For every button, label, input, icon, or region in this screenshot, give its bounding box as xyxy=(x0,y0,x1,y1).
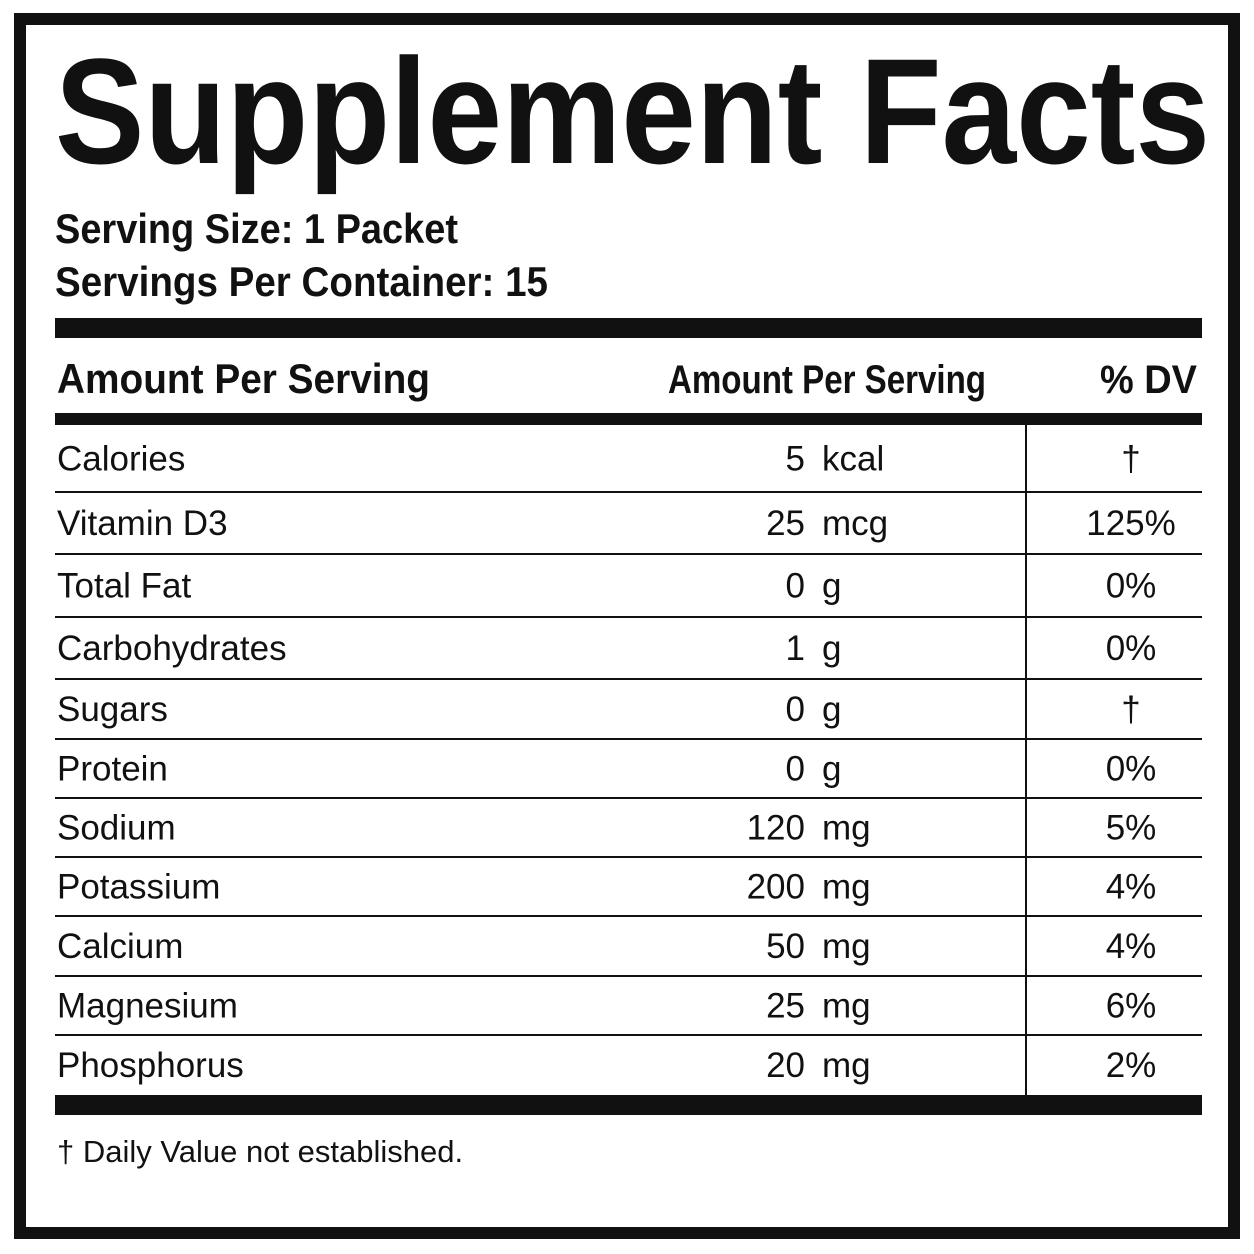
column-header: Amount Per Serving xyxy=(668,358,986,402)
amount: 50 xyxy=(766,927,805,966)
daily-value: 0% xyxy=(1106,750,1157,789)
label-border xyxy=(14,13,1240,1239)
amount: 0 xyxy=(786,690,805,729)
daily-value: 5% xyxy=(1106,809,1157,848)
nutrient-name: Calories xyxy=(57,440,185,479)
unit: mg xyxy=(822,809,871,848)
amount: 1 xyxy=(786,629,805,668)
unit: mg xyxy=(822,1046,871,1085)
unit: g xyxy=(822,750,841,789)
thick-rule xyxy=(55,318,1202,338)
nutrient-name: Sodium xyxy=(57,809,176,848)
bottom-rule xyxy=(55,1095,1202,1115)
nutrient-name: Total Fat xyxy=(57,567,191,606)
amount: 20 xyxy=(766,1046,805,1085)
amount: 25 xyxy=(766,987,805,1026)
table-rows: Calories 5 kcal † Vitamin D3 25 mcg 125% Total F… xyxy=(55,440,1202,1085)
daily-value: 4% xyxy=(1106,927,1157,966)
nutrient-name: Sugars xyxy=(57,690,168,729)
nutrient-name: Phosphorus xyxy=(57,1046,244,1085)
serving-size: Serving Size: 1 Packet xyxy=(55,205,458,252)
unit: mg xyxy=(822,868,871,907)
amount: 5 xyxy=(786,440,805,479)
daily-value: 125% xyxy=(1086,504,1176,543)
footnote: † Daily Value not established. xyxy=(57,1134,463,1169)
nutrient-name: Vitamin D3 xyxy=(57,504,228,543)
nutrient-name: Potassium xyxy=(57,868,220,907)
column-header: % DV xyxy=(1100,358,1197,402)
unit: mcg xyxy=(822,504,888,543)
daily-value: 2% xyxy=(1106,1046,1157,1085)
column-header: Amount Per Serving xyxy=(57,355,430,402)
daily-value: 6% xyxy=(1106,987,1157,1026)
unit: kcal xyxy=(822,440,884,479)
unit: mg xyxy=(822,927,871,966)
unit: g xyxy=(822,567,841,606)
header-rule xyxy=(55,413,1202,425)
nutrient-name: Magnesium xyxy=(57,987,238,1026)
nutrient-name: Carbohydrates xyxy=(57,629,287,668)
unit: mg xyxy=(822,987,871,1026)
unit: g xyxy=(822,629,841,668)
amount: 200 xyxy=(747,868,805,907)
unit: g xyxy=(822,690,841,729)
nutrient-name: Protein xyxy=(57,750,168,789)
daily-value: † xyxy=(1121,690,1140,729)
title: Supplement Facts xyxy=(55,27,1210,195)
servings-per-container: Servings Per Container: 15 xyxy=(55,258,548,305)
nutrient-name: Calcium xyxy=(57,927,183,966)
amount: 0 xyxy=(786,567,805,606)
amount: 0 xyxy=(786,750,805,789)
daily-value: 0% xyxy=(1106,567,1157,606)
daily-value: 4% xyxy=(1106,868,1157,907)
daily-value: 0% xyxy=(1106,629,1157,668)
amount: 25 xyxy=(766,504,805,543)
daily-value: † xyxy=(1121,440,1140,479)
amount: 120 xyxy=(747,809,805,848)
